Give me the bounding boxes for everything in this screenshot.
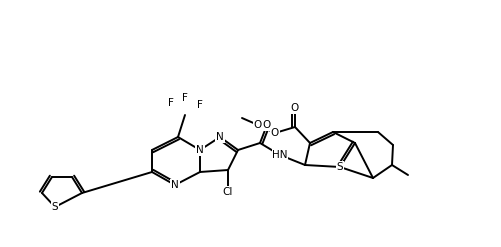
Text: N: N	[171, 180, 178, 190]
Text: N: N	[196, 145, 203, 155]
Text: S: S	[336, 162, 343, 172]
Text: Cl: Cl	[222, 187, 233, 197]
Text: O: O	[254, 120, 262, 130]
Text: S: S	[52, 202, 58, 212]
Text: F: F	[197, 100, 202, 110]
Text: O: O	[271, 128, 279, 138]
Text: F: F	[182, 93, 187, 103]
Text: O: O	[263, 120, 271, 130]
Text: O: O	[290, 103, 299, 113]
Text: F: F	[168, 98, 173, 108]
Text: HN: HN	[272, 150, 287, 160]
Text: N: N	[216, 132, 223, 142]
